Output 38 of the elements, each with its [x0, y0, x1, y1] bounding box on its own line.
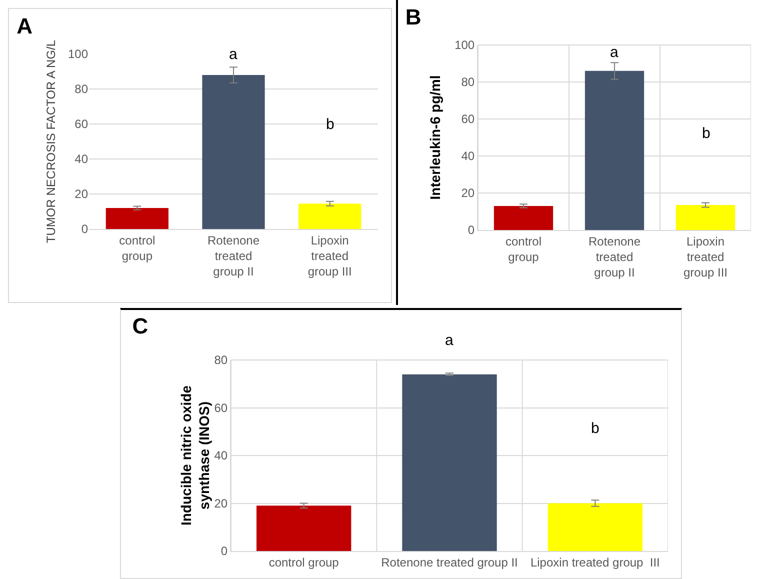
x-tick-label: control group	[505, 234, 542, 264]
y-tick-label: 80	[214, 353, 228, 368]
x-tick-label: Rotenone treated group II	[588, 234, 641, 280]
x-tick-label: control group	[268, 555, 340, 570]
annotation: a	[229, 46, 238, 63]
y-tick-label: 40	[214, 448, 228, 463]
y-tick-label: 60	[214, 400, 228, 415]
annotation: b	[326, 116, 334, 133]
annotation: b	[702, 125, 710, 142]
y-axis-title: Inducible nitric oxide synthase (INOS)	[178, 385, 212, 526]
x-tick-label: Rotenone treated group II	[207, 233, 260, 279]
y-tick-label: 0	[81, 222, 88, 236]
annotation: a	[610, 44, 619, 61]
y-tick-label: 20	[214, 496, 228, 510]
chart-title: B	[405, 4, 422, 30]
y-tick-label: 60	[74, 117, 88, 132]
x-tick-label: Lipoxin treated group III	[683, 234, 728, 280]
y-tick-label: 80	[74, 82, 88, 96]
y-tick-label: 80	[461, 75, 475, 90]
chart-title: A	[16, 13, 33, 38]
text: a	[445, 332, 454, 349]
y-tick-label: 40	[461, 149, 475, 164]
y-axis-title: Interleukin-6 pg/ml	[427, 75, 443, 200]
chart-title: C	[132, 314, 148, 339]
y-tick-label: 0	[468, 223, 475, 238]
y-tick-label: 20	[74, 187, 88, 202]
x-tick-label: Lipoxin treated group III	[308, 233, 352, 279]
y-tick-label: 20	[461, 186, 475, 200]
x-tick-label: control group	[119, 233, 156, 263]
x-tick-label: Lipoxin treated group III	[530, 555, 660, 570]
y-axis-title: TUMOR NECROSIS FACTOR A NG/L	[44, 40, 58, 244]
y-tick-label: 40	[74, 152, 88, 166]
y-tick-label: 60	[461, 112, 475, 126]
y-tick-label: 100	[68, 47, 88, 62]
y-tick-label: 0	[220, 544, 228, 558]
annotation: b	[591, 420, 600, 437]
y-tick-label: 100	[454, 38, 475, 52]
x-tick-label: Rotenone treated group II	[381, 555, 518, 570]
